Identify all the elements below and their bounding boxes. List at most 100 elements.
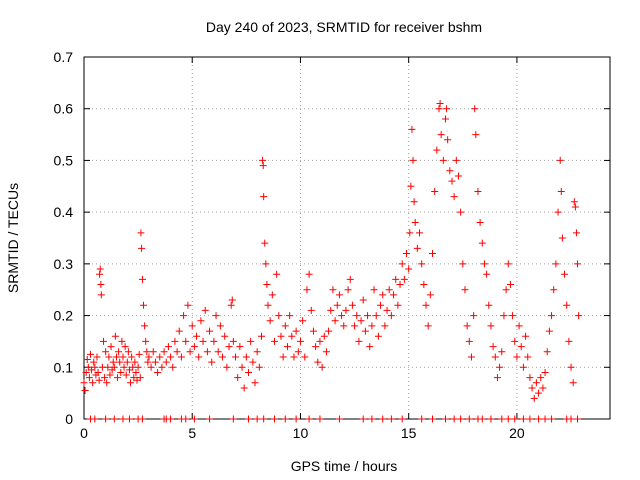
data-point [418, 415, 426, 423]
data-point [135, 350, 143, 358]
data-point [572, 229, 580, 237]
data-point [286, 312, 294, 320]
x-axis-label: GPS time / hours [291, 458, 398, 474]
data-point [413, 244, 421, 252]
data-point [575, 312, 583, 320]
data-point [435, 105, 443, 113]
data-point [346, 275, 354, 283]
data-point [348, 301, 356, 309]
data-point [429, 250, 437, 258]
data-point [500, 312, 508, 320]
data-point [201, 306, 209, 314]
data-point [122, 371, 130, 379]
data-point [335, 415, 343, 423]
data-point [264, 301, 272, 309]
data-point [101, 374, 109, 382]
data-point [506, 281, 514, 289]
data-point [465, 415, 473, 423]
data-point [149, 348, 157, 356]
data-point [206, 327, 214, 335]
data-point [144, 358, 152, 366]
data-point [132, 368, 140, 376]
data-point [498, 348, 506, 356]
data-point [394, 301, 402, 309]
data-point [509, 312, 517, 320]
data-point [197, 317, 205, 325]
data-point [107, 343, 115, 351]
data-point [472, 131, 480, 139]
y-tick-label: 0.2 [54, 308, 74, 324]
data-point [385, 286, 393, 294]
data-point [368, 415, 376, 423]
data-point [381, 322, 389, 330]
data-point [303, 286, 311, 294]
x-tick-label: 5 [188, 425, 196, 441]
data-point [409, 156, 417, 164]
data-point [342, 306, 350, 314]
data-point [420, 281, 428, 289]
data-point [426, 291, 434, 299]
data-point [405, 265, 413, 273]
data-point [519, 415, 527, 423]
data-point [452, 156, 460, 164]
data-point [124, 348, 132, 356]
data-point [103, 379, 111, 387]
data-point [86, 350, 94, 358]
data-point [353, 312, 361, 320]
data-point [537, 374, 545, 382]
data-point [262, 260, 270, 268]
data-point [186, 348, 194, 356]
data-point [89, 379, 97, 387]
data-point [496, 363, 504, 371]
x-tick-label: 20 [509, 425, 525, 441]
data-point [441, 415, 449, 423]
data-point [96, 265, 104, 273]
data-point [504, 415, 512, 423]
data-point [372, 312, 380, 320]
data-point [392, 275, 400, 283]
data-point [219, 353, 227, 361]
data-point [131, 358, 139, 366]
data-point [467, 353, 475, 361]
data-point [121, 343, 129, 351]
data-point [119, 353, 127, 361]
data-point [406, 229, 414, 237]
data-point [408, 125, 416, 133]
data-point [147, 363, 155, 371]
data-point [292, 415, 300, 423]
data-point [357, 317, 365, 325]
data-point [322, 348, 330, 356]
data-point [400, 275, 408, 283]
data-point [127, 379, 135, 387]
data-point [370, 286, 378, 294]
data-point [275, 312, 283, 320]
data-point [116, 358, 124, 366]
data-point [344, 286, 352, 294]
data-point [82, 368, 90, 376]
data-point [90, 358, 98, 366]
data-point [526, 415, 534, 423]
data-point [263, 281, 271, 289]
data-point [120, 363, 128, 371]
data-point [145, 353, 153, 361]
data-point [407, 182, 415, 190]
data-point [316, 337, 324, 345]
data-point [112, 353, 120, 361]
y-tick-label: 0.7 [54, 49, 74, 65]
data-point [403, 250, 411, 258]
data-point [94, 368, 102, 376]
data-point [565, 337, 573, 345]
data-point [277, 332, 285, 340]
data-points [80, 100, 583, 423]
data-point [556, 156, 564, 164]
data-point [151, 358, 159, 366]
data-point [448, 177, 456, 185]
data-point [450, 415, 458, 423]
data-point [390, 291, 398, 299]
data-point [470, 312, 478, 320]
data-point [454, 172, 462, 180]
data-point [535, 389, 543, 397]
data-point [480, 260, 488, 268]
data-point [351, 322, 359, 330]
data-point [184, 301, 192, 309]
